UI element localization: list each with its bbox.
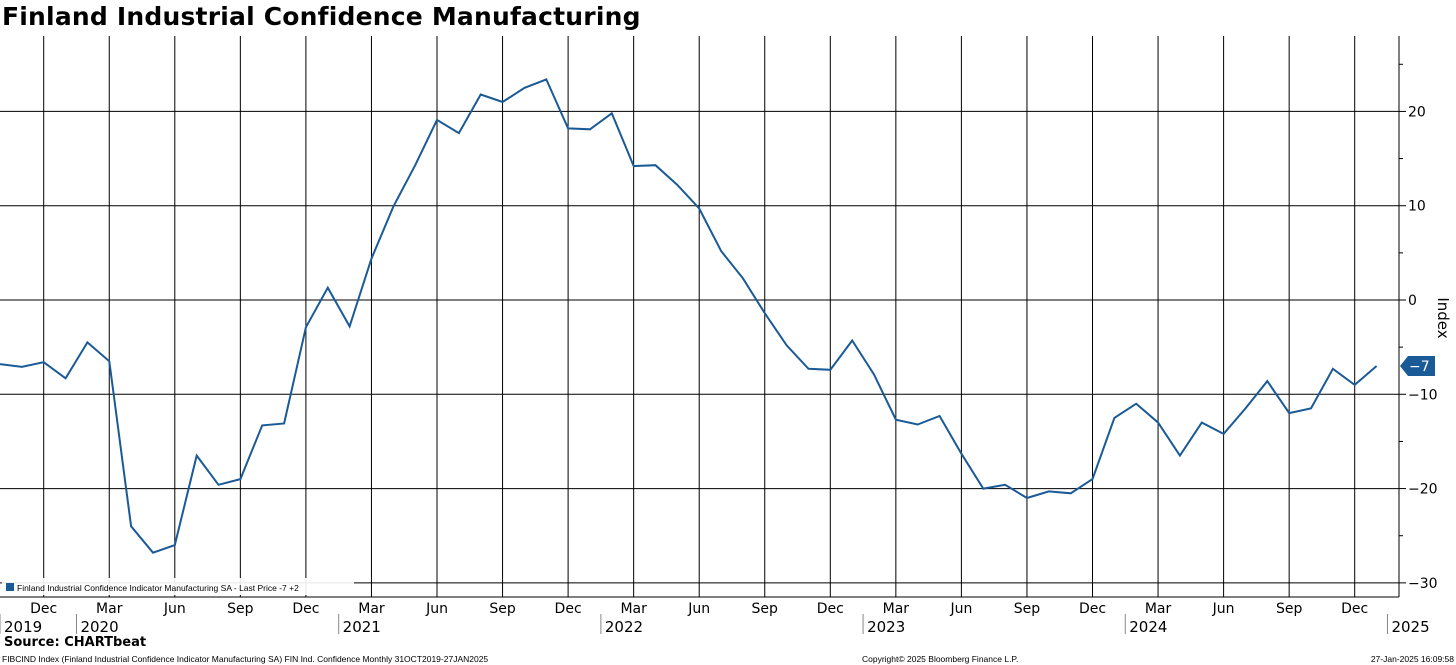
x-year-label: 2019 <box>4 618 42 636</box>
footer-timestamp: 27-Jan-2025 16:09:58 <box>1370 654 1454 664</box>
x-month-label: Mar <box>620 601 647 617</box>
footer-copyright: Copyright© 2025 Bloomberg Finance L.P. <box>862 654 1019 664</box>
x-month-label: Mar <box>883 601 910 617</box>
x-axis: Dec Mar Jun Sep Dec Mar Jun Sep Dec Mar Jun Sep Dec M… <box>0 596 1430 636</box>
y-axis: 20 10 0 −10 −20 −30 Index <box>1398 36 1452 597</box>
x-month-label: Dec <box>817 601 844 617</box>
x-year-label: 2025 <box>1391 618 1429 636</box>
x-month-label: Dec <box>1341 601 1368 617</box>
x-month-label: Dec <box>292 601 319 617</box>
x-month-label: Jun <box>163 601 186 617</box>
x-month-label: Jun <box>1212 601 1235 617</box>
x-month-label: Jun <box>687 601 710 617</box>
legend-label: Finland Industrial Confidence Indicator … <box>17 583 299 593</box>
horizontal-gridlines <box>0 110 1399 584</box>
y-axis-title: Index <box>1434 297 1452 338</box>
legend: Finland Industrial Confidence Indicator … <box>2 578 354 595</box>
x-year-label: 2024 <box>1129 618 1167 636</box>
chart-title: Finland Industrial Confidence Manufactur… <box>2 2 641 31</box>
x-month-label: Sep <box>1276 601 1303 617</box>
x-month-label: Sep <box>752 601 779 617</box>
last-value-label: −7 <box>1409 359 1430 375</box>
y-tick-label: 10 <box>1408 199 1426 215</box>
legend-swatch <box>6 583 14 591</box>
x-year-label: 2022 <box>605 618 643 636</box>
x-month-label: Jun <box>425 601 448 617</box>
y-tick-label: −30 <box>1408 576 1438 592</box>
source-note: Source: CHARTbeat <box>4 635 147 650</box>
x-month-label: Sep <box>489 601 516 617</box>
x-month-label: Sep <box>227 601 254 617</box>
series-line <box>0 78 1378 554</box>
y-tick-label: −20 <box>1408 482 1438 498</box>
footer-description: FIBCIND Index (Finland Industrial Confid… <box>2 654 489 664</box>
y-tick-label: −10 <box>1408 387 1438 403</box>
vertical-gridlines <box>43 36 1356 597</box>
series-layer: −7 <box>0 78 1435 554</box>
x-month-label: Sep <box>1014 601 1041 617</box>
y-tick-label: 0 <box>1408 293 1417 309</box>
x-month-label: Dec <box>1079 601 1106 617</box>
x-month-label: Mar <box>1145 601 1172 617</box>
x-year-label: 2023 <box>867 618 905 636</box>
x-month-label: Mar <box>96 601 123 617</box>
x-month-label: Dec <box>555 601 582 617</box>
x-year-label: 2020 <box>80 618 118 636</box>
legend-background <box>2 578 354 595</box>
x-month-label: Mar <box>358 601 385 617</box>
last-value-tag <box>1400 356 1435 376</box>
y-tick-label: 20 <box>1408 104 1426 120</box>
x-year-label: 2021 <box>343 618 381 636</box>
x-month-label: Dec <box>30 601 57 617</box>
x-month-label: Jun <box>949 601 972 617</box>
